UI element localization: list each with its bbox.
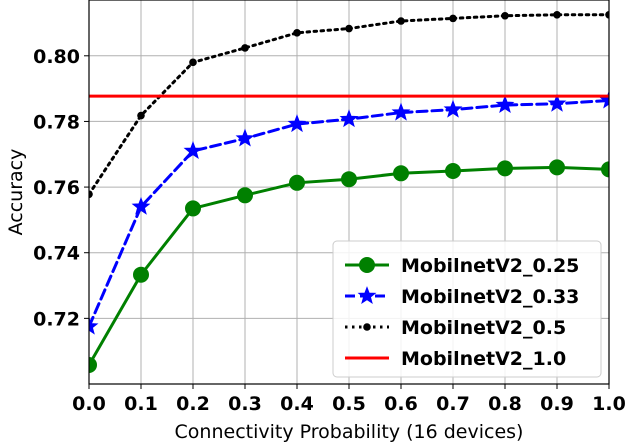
x-tick-label: 0.9 — [540, 393, 574, 415]
legend-label: MobilnetV2_0.33 — [401, 286, 579, 308]
data-point — [235, 128, 255, 147]
x-axis-label: Connectivity Probability (16 devices) — [175, 421, 524, 443]
data-point — [497, 160, 513, 177]
x-tick-label: 0.6 — [384, 393, 418, 415]
y-tick-label: 0.80 — [33, 46, 80, 68]
data-point — [393, 165, 409, 182]
data-point — [89, 316, 99, 335]
data-point — [237, 187, 253, 204]
data-point — [449, 14, 457, 23]
data-point — [339, 109, 359, 128]
x-tick-label: 0.0 — [72, 393, 106, 415]
data-point — [131, 196, 151, 215]
data-point — [293, 29, 301, 37]
series-lines — [89, 10, 609, 373]
axis-ticks: 0.0 0.1 0.2 0.3 0.4 0.5 0.6 0.7 0.8 0.9 1.0 0.72 0.7… — [33, 46, 626, 415]
data-point — [341, 171, 357, 188]
data-point — [241, 44, 249, 52]
y-tick-label: 0.76 — [33, 177, 80, 199]
legend-item: MobilnetV2_0.5 — [345, 317, 566, 339]
data-point — [287, 114, 307, 133]
data-point — [599, 90, 609, 109]
x-tick-label: 0.4 — [280, 393, 314, 415]
data-point — [549, 159, 565, 176]
y-tick-label: 0.72 — [33, 308, 80, 330]
data-point — [553, 10, 561, 19]
data-point — [183, 141, 203, 160]
legend-box — [332, 240, 602, 378]
series-mobilnetv2-0-33 — [89, 90, 609, 335]
legend-label: MobilnetV2_1.0 — [401, 348, 566, 370]
data-point — [397, 17, 405, 25]
data-point — [185, 200, 201, 217]
data-point — [133, 266, 149, 283]
data-point — [189, 58, 197, 67]
legend-marker — [357, 286, 377, 305]
y-tick-label: 0.78 — [33, 111, 80, 133]
y-axis-label: Accuracy — [5, 149, 27, 236]
legend: MobilnetV2_0.25 MobilnetV2_0.33 MobilnetV2… — [332, 240, 602, 378]
data-point — [601, 161, 609, 178]
y-tick-label: 0.74 — [33, 243, 80, 265]
data-point — [89, 190, 93, 199]
data-point — [289, 174, 305, 191]
data-point — [501, 11, 509, 20]
x-tick-label: 0.1 — [124, 393, 158, 415]
data-point — [443, 99, 463, 118]
data-point — [445, 162, 461, 179]
x-tick-label: 0.7 — [436, 393, 470, 415]
data-point — [137, 111, 145, 120]
legend-label: MobilnetV2_0.25 — [401, 255, 579, 277]
legend-item: MobilnetV2_0.25 — [345, 255, 579, 277]
legend-marker — [363, 323, 371, 331]
x-tick-label: 1.0 — [592, 393, 626, 415]
series-mobilnetv2-0-5 — [89, 10, 609, 199]
x-tick-label: 0.2 — [176, 393, 210, 415]
data-point — [547, 93, 567, 112]
legend-item: MobilnetV2_1.0 — [345, 348, 566, 370]
data-point — [391, 102, 411, 121]
data-point — [89, 356, 97, 373]
x-tick-label: 0.3 — [228, 393, 262, 415]
data-point — [345, 24, 353, 33]
legend-label: MobilnetV2_0.5 — [401, 317, 566, 339]
x-tick-label: 0.5 — [332, 393, 366, 415]
data-point — [495, 95, 515, 114]
legend-marker — [359, 257, 375, 273]
x-tick-label: 0.8 — [488, 393, 522, 415]
series-mobilnetv2-0-25 — [89, 159, 609, 373]
legend-item: MobilnetV2_0.33 — [345, 286, 579, 308]
data-point — [605, 10, 609, 19]
